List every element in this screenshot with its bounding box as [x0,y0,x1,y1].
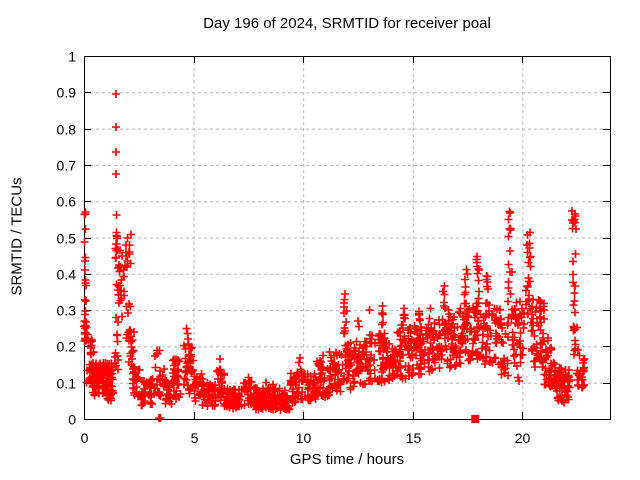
y-tick-label: 0.1 [57,376,77,392]
x-axis-ticks: 0 5 10 15 20 [81,56,531,446]
y-tick-label: 0.9 [57,85,77,101]
y-tick-label: 0.5 [57,231,77,247]
flag-marker [471,415,480,423]
x-tick-label: 5 [191,430,199,446]
y-tick-label: 0.3 [57,303,77,319]
y-tick-label: 0 [68,412,76,428]
y-tick-label: 0.4 [57,267,77,283]
x-tick-label: 10 [296,430,312,446]
x-tick-label: 20 [515,430,531,446]
y-tick-label: 0.6 [57,194,77,210]
x-axis-label: GPS time / hours [289,451,405,468]
y-tick-label: 0.7 [57,158,77,174]
y-tick-label: 0.2 [57,339,77,355]
x-tick-label: 0 [81,430,89,446]
y-tick-label: 1 [68,49,76,65]
x-tick-label: 15 [406,430,422,446]
y-tick-label: 0.8 [57,122,77,138]
scatter-points [80,90,589,422]
chart-title: Day 196 of 2024, SRMTID for receiver poa… [203,15,491,32]
y-axis-ticks: 0 0.1 0.2 0.3 0.4 0.5 0.6 0.7 0.8 0.9 1 [57,49,610,428]
y-axis-label: SRMTID / TECUs [8,177,26,296]
